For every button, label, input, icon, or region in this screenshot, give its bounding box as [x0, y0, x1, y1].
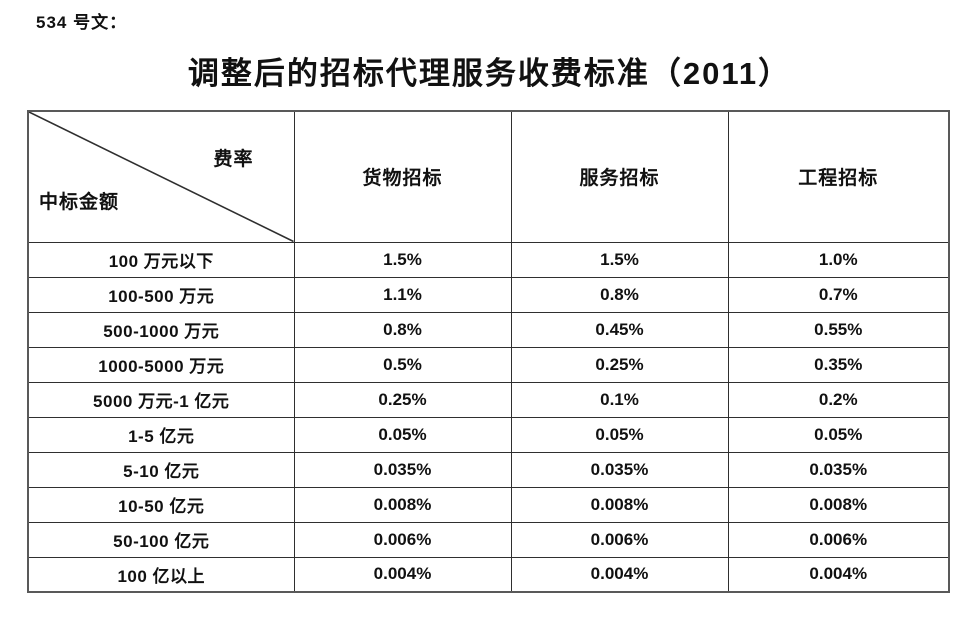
rate-value-cell: 0.05%	[293, 416, 512, 453]
row-label-bid-amount-range: 5-10 亿元	[27, 451, 295, 488]
rate-value-cell: 0.035%	[510, 451, 729, 488]
rate-value-cell: 0.55%	[727, 311, 950, 348]
table-row: 5000 万元-1 亿元 0.25% 0.1% 0.2%	[27, 381, 950, 418]
rate-value-cell: 0.5%	[293, 346, 512, 383]
rate-value-cell: 0.004%	[727, 556, 950, 593]
page-title: 调整后的招标代理服务收费标准（2011）	[187, 56, 792, 91]
rate-value-cell: 0.008%	[510, 486, 729, 523]
rate-value-cell: 0.05%	[727, 416, 950, 453]
row-label-bid-amount-range: 5000 万元-1 亿元	[27, 381, 295, 418]
table-row: 10-50 亿元 0.008% 0.008% 0.008%	[27, 486, 950, 523]
table-row: 1-5 亿元 0.05% 0.05% 0.05%	[27, 416, 950, 453]
row-label-bid-amount-range: 500-1000 万元	[27, 311, 295, 348]
corner-header-cell: 费率 中标金额	[27, 110, 295, 243]
rate-value-cell: 0.006%	[293, 521, 512, 558]
table-row: 100 亿以上 0.004% 0.004% 0.004%	[27, 556, 950, 593]
row-label-bid-amount-range: 100 亿以上	[27, 556, 295, 593]
rate-value-cell: 0.45%	[510, 311, 729, 348]
rate-value-cell: 0.008%	[727, 486, 950, 523]
rate-value-cell: 0.2%	[727, 381, 950, 418]
row-label-bid-amount-range: 1-5 亿元	[27, 416, 295, 453]
rate-value-cell: 0.05%	[510, 416, 729, 453]
corner-label-bid-amount: 中标金额	[39, 191, 120, 213]
column-header-service-bidding: 服务招标	[510, 110, 729, 243]
rate-value-cell: 0.7%	[727, 276, 950, 313]
rate-value-cell: 1.0%	[727, 241, 950, 278]
fee-table-body: 100 万元以下 1.5% 1.5% 1.0% 100-500 万元 1.1% 0.8% 0.…	[27, 241, 950, 593]
header-row: 费率 中标金额 货物招标 服务招标 工程招标	[27, 110, 950, 243]
rate-value-cell: 0.035%	[293, 451, 512, 488]
table-row: 1000-5000 万元 0.5% 0.25% 0.35%	[27, 346, 950, 383]
row-label-bid-amount-range: 100-500 万元	[27, 276, 295, 313]
column-header-engineering-bidding: 工程招标	[727, 110, 950, 243]
rate-value-cell: 0.035%	[727, 451, 950, 488]
rate-value-cell: 1.5%	[510, 241, 729, 278]
rate-value-cell: 0.004%	[510, 556, 729, 593]
rate-value-cell: 0.25%	[293, 381, 512, 418]
rate-value-cell: 0.006%	[510, 521, 729, 558]
rate-value-cell: 0.35%	[727, 346, 950, 383]
diagonal-divider-line	[29, 112, 294, 242]
row-label-bid-amount-range: 100 万元以下	[27, 241, 295, 278]
rate-value-cell: 0.8%	[293, 311, 512, 348]
rate-value-cell: 1.5%	[293, 241, 512, 278]
column-header-goods-bidding: 货物招标	[293, 110, 512, 243]
row-label-bid-amount-range: 1000-5000 万元	[27, 346, 295, 383]
corner-label-rate: 费率	[213, 149, 254, 170]
table-row: 5-10 亿元 0.035% 0.035% 0.035%	[27, 451, 950, 488]
row-label-bid-amount-range: 10-50 亿元	[27, 486, 295, 523]
row-label-bid-amount-range: 50-100 亿元	[27, 521, 295, 558]
fee-rate-table: 费率 中标金额 货物招标 服务招标 工程招标 100 万元以下 1.5% 1.5% 1…	[27, 110, 950, 593]
table-row: 500-1000 万元 0.8% 0.45% 0.55%	[27, 311, 950, 348]
doc-number-label: 534 号文：	[36, 13, 128, 32]
rate-value-cell: 0.1%	[510, 381, 729, 418]
rate-value-cell: 1.1%	[293, 276, 512, 313]
rate-value-cell: 0.006%	[727, 521, 950, 558]
rate-value-cell: 0.004%	[293, 556, 512, 593]
rate-value-cell: 0.008%	[293, 486, 512, 523]
table-row: 50-100 亿元 0.006% 0.006% 0.006%	[27, 521, 950, 558]
table-row: 100 万元以下 1.5% 1.5% 1.0%	[27, 241, 950, 278]
table-row: 100-500 万元 1.1% 0.8% 0.7%	[27, 276, 950, 313]
rate-value-cell: 0.8%	[510, 276, 729, 313]
rate-value-cell: 0.25%	[510, 346, 729, 383]
